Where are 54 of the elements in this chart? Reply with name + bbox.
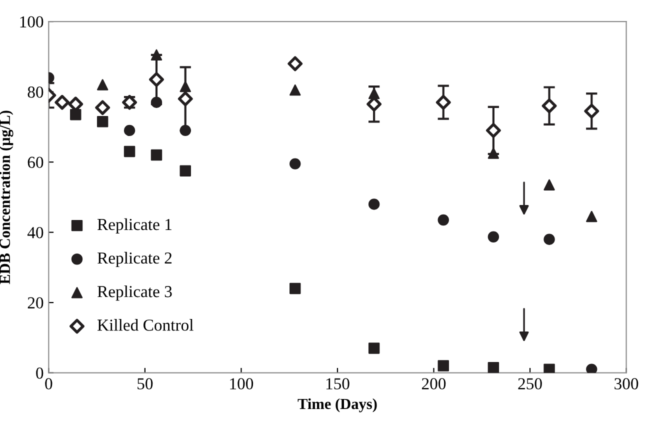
y-tick-label: 80: [28, 86, 44, 98]
point: [542, 98, 557, 114]
point: [488, 231, 500, 242]
point: [54, 94, 70, 110]
x-tick-label: 250: [518, 378, 542, 390]
legend-label: Replicate 1: [97, 218, 172, 234]
point: [368, 88, 380, 100]
point: [290, 84, 301, 96]
point: [95, 100, 110, 116]
x-tick-label: 100: [230, 378, 254, 390]
point: [586, 210, 598, 222]
point: [486, 123, 501, 138]
y-tick-label: 40: [27, 227, 44, 238]
point: [124, 146, 136, 158]
y-tick-label: 100: [20, 16, 44, 28]
point: [150, 149, 162, 161]
point: [368, 342, 380, 354]
y-tick-label: 20: [28, 297, 44, 309]
y-tick-label: 60: [28, 156, 44, 168]
point: [584, 104, 600, 119]
point: [586, 364, 598, 373]
point: [488, 148, 500, 159]
x-tick-label: 200: [422, 378, 446, 390]
point: [96, 116, 108, 128]
point: [488, 362, 500, 373]
point: [70, 109, 82, 120]
point: [290, 158, 301, 170]
point: [178, 91, 193, 106]
x-tick-label: 300: [614, 378, 638, 390]
point: [436, 94, 451, 110]
point: [438, 214, 449, 226]
point: [96, 79, 108, 90]
legend-label: Replicate 3: [97, 285, 172, 301]
x-tick-label: 150: [326, 378, 350, 390]
point: [180, 80, 191, 92]
point: [149, 72, 164, 87]
x-axis-title: Time (Days): [298, 398, 377, 412]
point: [290, 282, 301, 294]
point: [544, 364, 555, 373]
legend-label: Killed Control: [97, 319, 194, 331]
point: [544, 234, 555, 245]
point: [124, 124, 136, 136]
point: [180, 124, 191, 136]
point: [180, 165, 191, 176]
point: [368, 198, 380, 210]
point: [288, 56, 303, 72]
point: [150, 49, 162, 61]
x-tick-label: 0: [45, 378, 52, 390]
point: [544, 179, 555, 190]
legend-label: Replicate 2: [97, 252, 172, 268]
point: [150, 96, 162, 108]
y-tick-label: 0: [36, 368, 44, 379]
x-tick-label: 50: [138, 378, 153, 390]
point: [438, 360, 449, 372]
